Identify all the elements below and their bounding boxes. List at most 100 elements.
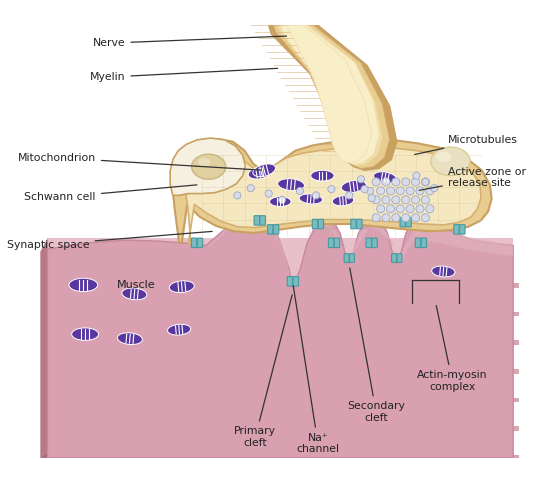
Ellipse shape <box>341 180 366 192</box>
FancyBboxPatch shape <box>254 216 259 225</box>
Bar <box>322 312 347 316</box>
Polygon shape <box>287 25 371 163</box>
Bar <box>279 369 303 373</box>
Bar <box>279 426 303 431</box>
Bar <box>235 312 260 316</box>
Bar <box>458 289 468 292</box>
Ellipse shape <box>192 154 226 179</box>
FancyBboxPatch shape <box>191 238 197 248</box>
Bar <box>364 426 390 431</box>
Circle shape <box>382 178 390 186</box>
Bar <box>322 426 347 431</box>
Circle shape <box>382 196 390 204</box>
Circle shape <box>412 178 420 186</box>
Bar <box>235 398 260 402</box>
Bar <box>501 347 511 349</box>
Circle shape <box>382 213 390 222</box>
Circle shape <box>406 187 414 195</box>
FancyBboxPatch shape <box>421 238 427 248</box>
Bar <box>415 433 426 435</box>
Ellipse shape <box>122 288 147 300</box>
Bar <box>501 318 511 321</box>
Circle shape <box>72 363 95 386</box>
Ellipse shape <box>431 147 470 176</box>
Ellipse shape <box>248 167 271 179</box>
Bar <box>407 426 433 431</box>
Circle shape <box>361 185 368 193</box>
Circle shape <box>431 185 438 192</box>
Ellipse shape <box>311 170 334 181</box>
Bar <box>200 433 211 435</box>
Circle shape <box>421 196 429 204</box>
Bar <box>458 433 468 435</box>
Bar <box>415 347 426 349</box>
Circle shape <box>412 196 420 204</box>
FancyBboxPatch shape <box>344 254 349 262</box>
Bar <box>494 283 518 287</box>
Bar <box>494 426 518 431</box>
FancyBboxPatch shape <box>397 254 402 262</box>
Polygon shape <box>170 138 245 195</box>
Bar <box>192 341 218 345</box>
Circle shape <box>372 213 380 222</box>
Circle shape <box>358 176 364 183</box>
Polygon shape <box>187 147 481 245</box>
Bar <box>286 404 296 407</box>
Bar <box>192 398 218 402</box>
Bar <box>364 312 390 316</box>
Bar <box>243 375 254 378</box>
Circle shape <box>386 205 394 213</box>
Bar <box>458 347 468 349</box>
Circle shape <box>416 187 424 195</box>
Bar <box>322 369 347 373</box>
Circle shape <box>346 192 353 199</box>
Text: Actin-myosin
complex: Actin-myosin complex <box>417 306 488 392</box>
Ellipse shape <box>168 324 191 335</box>
Bar <box>371 404 382 407</box>
Bar <box>329 404 339 407</box>
Ellipse shape <box>299 194 322 204</box>
Bar <box>371 289 382 292</box>
Bar <box>501 433 511 435</box>
Bar <box>243 461 254 464</box>
Text: Na⁺
channel: Na⁺ channel <box>293 286 339 455</box>
Circle shape <box>392 178 400 186</box>
Bar <box>329 347 339 349</box>
Circle shape <box>234 192 241 199</box>
Bar <box>235 369 260 373</box>
Text: Primary
cleft: Primary cleft <box>234 295 292 448</box>
Bar <box>371 461 382 464</box>
FancyBboxPatch shape <box>267 225 273 234</box>
Bar <box>501 375 511 378</box>
FancyBboxPatch shape <box>400 217 406 227</box>
Circle shape <box>366 187 374 195</box>
Bar <box>364 341 390 345</box>
Bar <box>279 398 303 402</box>
Bar <box>192 455 218 459</box>
Bar <box>235 283 260 287</box>
Bar <box>450 369 475 373</box>
Circle shape <box>372 196 380 204</box>
Text: Mitochondrion: Mitochondrion <box>18 153 262 170</box>
FancyBboxPatch shape <box>287 277 293 286</box>
Bar <box>450 283 475 287</box>
Bar <box>415 461 426 464</box>
Bar <box>458 375 468 378</box>
Circle shape <box>279 196 286 203</box>
FancyBboxPatch shape <box>415 238 421 248</box>
Circle shape <box>247 185 255 192</box>
Bar <box>243 404 254 407</box>
Circle shape <box>91 349 115 373</box>
Bar <box>494 455 518 459</box>
Circle shape <box>93 412 116 435</box>
Ellipse shape <box>69 278 98 292</box>
Bar <box>450 341 475 345</box>
Bar <box>329 375 339 378</box>
FancyBboxPatch shape <box>334 238 340 248</box>
Bar <box>494 312 518 316</box>
Bar <box>407 398 433 402</box>
Circle shape <box>392 213 400 222</box>
Bar <box>450 455 475 459</box>
Bar <box>329 433 339 435</box>
Bar <box>235 341 260 345</box>
